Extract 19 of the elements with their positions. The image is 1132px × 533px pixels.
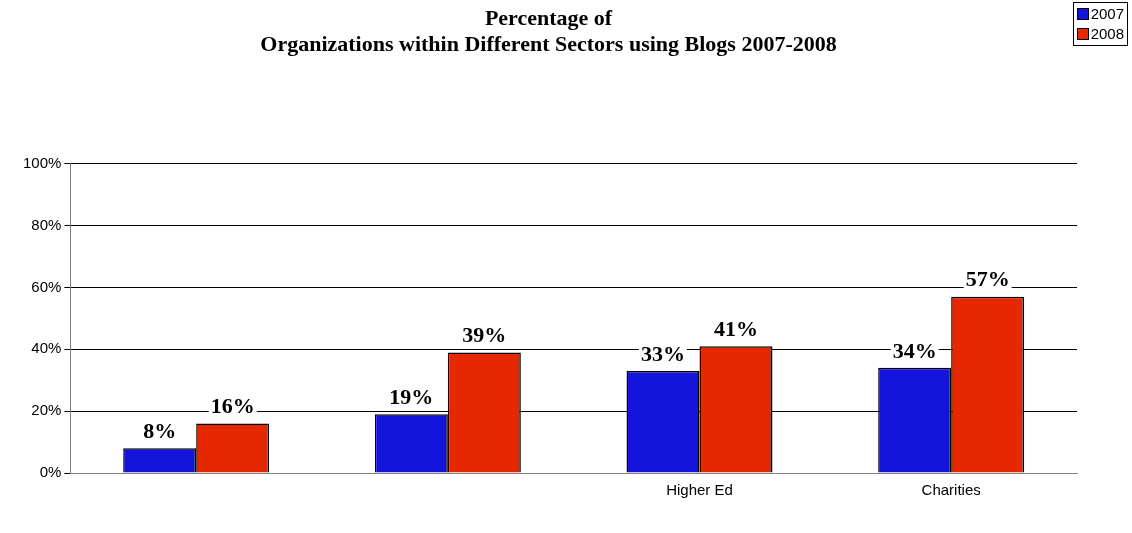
legend-label: 2008: [1090, 24, 1124, 44]
data-label: 16%: [210, 393, 255, 419]
y-tick-label: 60%: [31, 277, 62, 295]
y-tick-label: 0%: [39, 463, 62, 481]
y-tick-label: 80%: [31, 215, 62, 233]
data-label: 39%: [462, 322, 507, 348]
data-label: 57%: [965, 266, 1010, 292]
data-label: 41%: [714, 315, 758, 341]
x-tick-label: Charities: [921, 481, 981, 499]
chart-title: Percentage of Organizations within Different Sectors using Blogs 2007-2008: [260, 4, 837, 57]
data-label: 8%: [143, 417, 177, 443]
y-tick-label: 100%: [22, 153, 62, 171]
legend-label: 2007: [1090, 4, 1124, 24]
x-tick-label: Higher Ed: [666, 481, 733, 499]
data-label: 33%: [641, 340, 686, 366]
y-tick-label: 40%: [31, 339, 62, 357]
y-tick-label: 20%: [31, 401, 62, 419]
data-label: 19%: [389, 383, 434, 409]
data-label: 34%: [892, 337, 937, 363]
